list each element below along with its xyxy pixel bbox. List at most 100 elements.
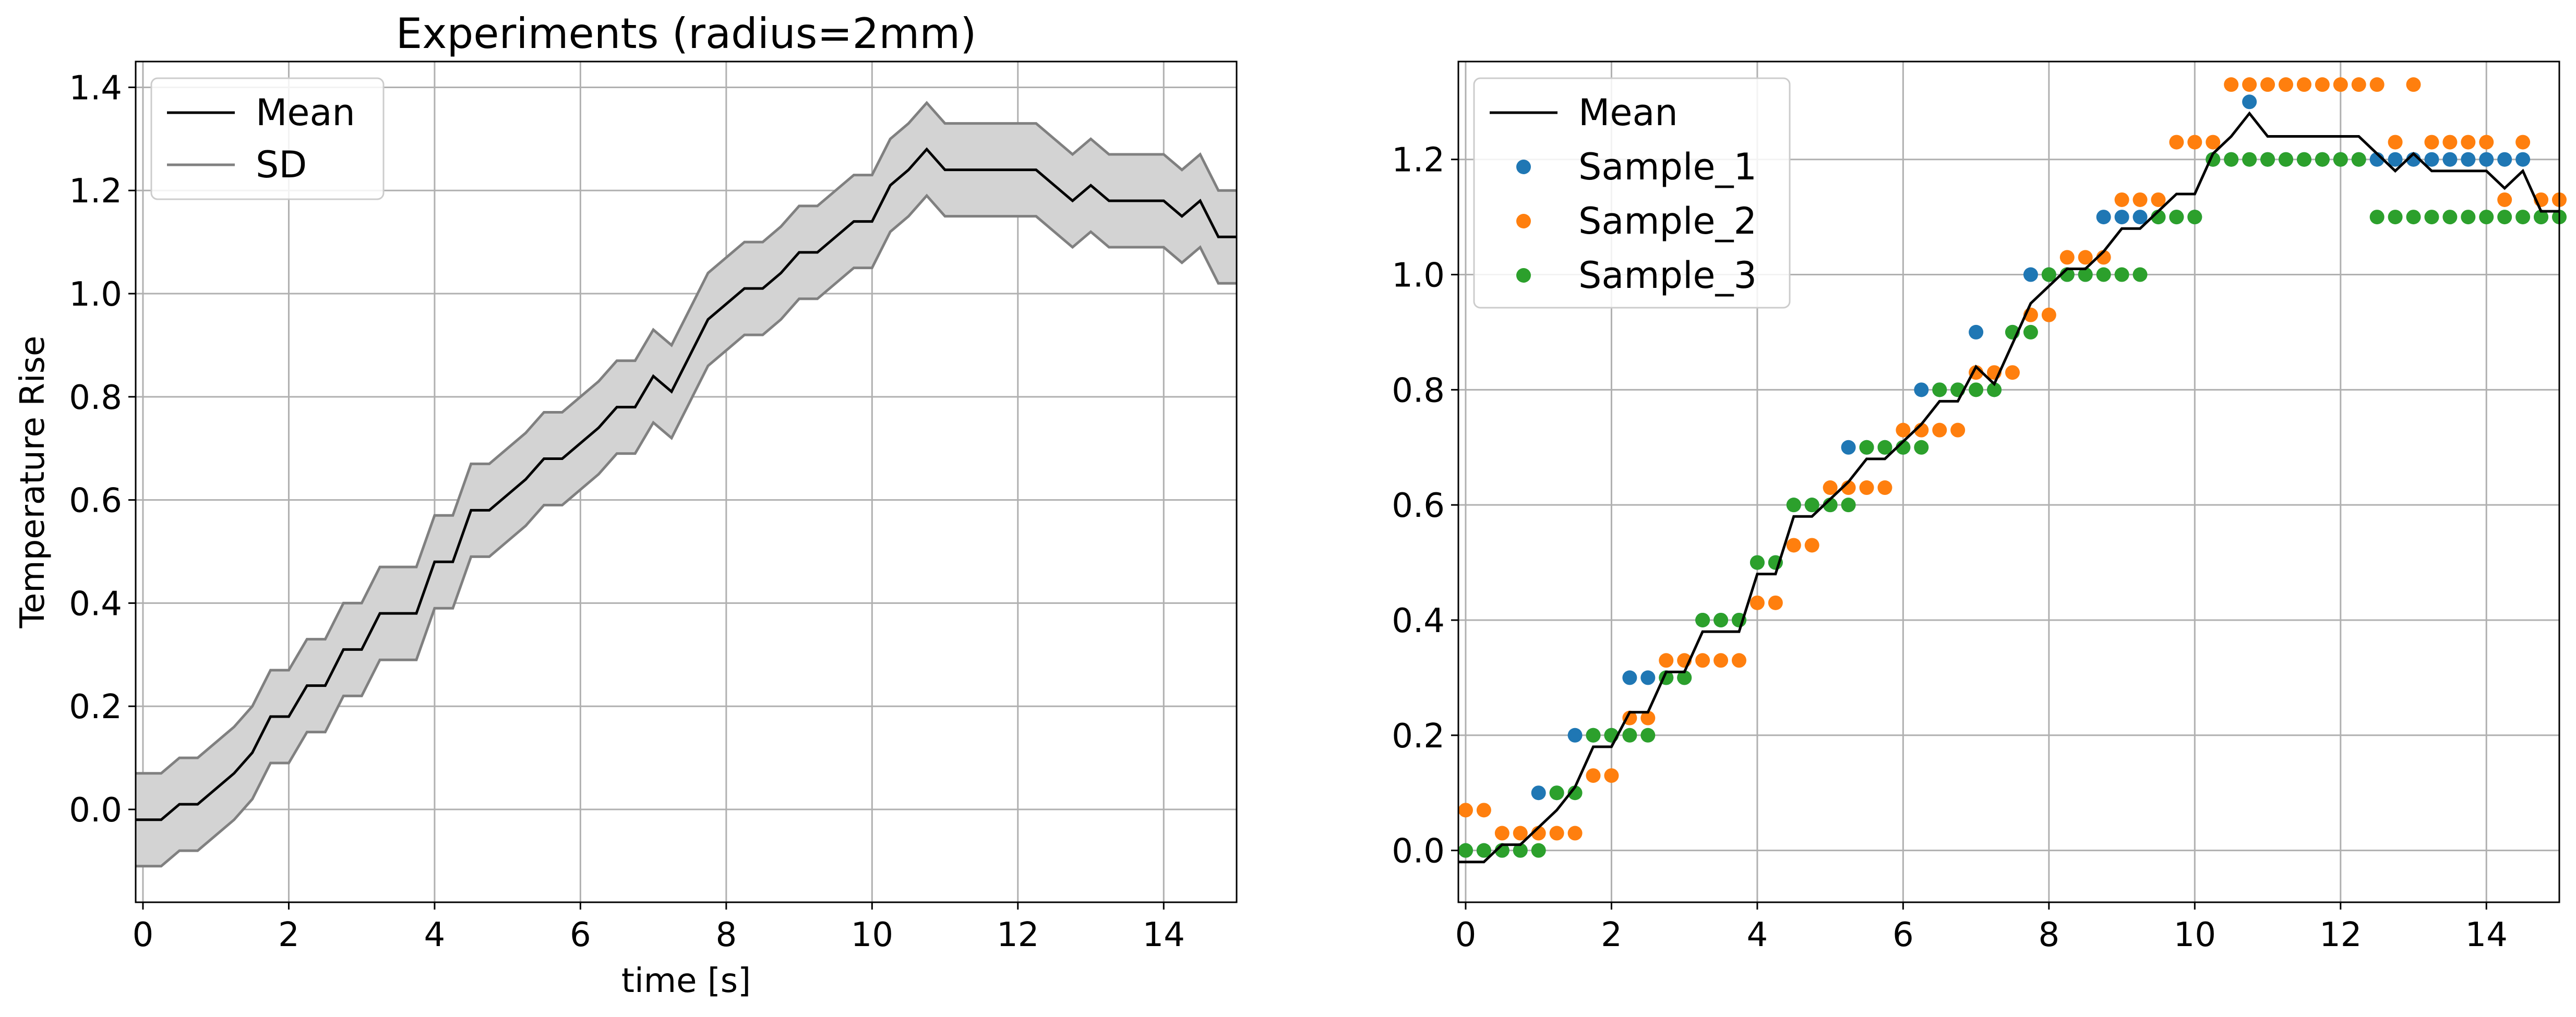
data-point [2315,152,2330,167]
chart-title: Experiments (radius=2mm) [396,9,977,58]
legend-item-sample_1: Sample_1 [1516,146,1757,188]
data-point [1877,480,1892,495]
data-point [2424,210,2439,225]
y-tick-label: 0.4 [69,585,122,623]
data-point [2187,210,2202,225]
data-point [2132,267,2148,282]
x-tick-label: 10 [851,916,893,954]
data-point [2461,135,2476,150]
plot-area [1458,77,2567,864]
x-tick-label: 2 [1601,916,1622,954]
data-point [1695,653,1710,668]
data-point [1914,440,1929,455]
data-point [1914,382,1929,397]
x-tick-label: 12 [997,916,1039,954]
data-point [2296,77,2311,92]
data-point [2534,210,2549,225]
y-tick-label: 1.2 [69,172,122,211]
data-point [1859,440,1874,455]
data-point [1932,382,1947,397]
legend-label: Sample_3 [1578,254,1757,297]
x-tick-label: 12 [2319,916,2362,954]
legend-marker [1516,214,1531,228]
plot-area [136,101,1237,868]
data-point [1567,728,1583,743]
data-point [1640,670,1656,685]
data-point [1476,803,1491,818]
y-tick-label: 0.0 [69,791,122,830]
x-tick-label: 4 [1747,916,1768,954]
sd-band [136,103,1237,866]
y-tick-label: 0.4 [1392,602,1445,640]
data-point [1932,422,1947,438]
data-point [1677,670,1692,685]
legend-item-sample_3: Sample_3 [1516,254,1757,297]
data-point [1567,785,1583,801]
legend-item-sample_2: Sample_2 [1516,200,1757,243]
data-point [1896,422,1911,438]
x-axis-label: time [s] [621,962,751,1000]
data-point [1604,768,1619,783]
sd-upper-line [136,101,1237,775]
sd-lower-line [136,193,1237,868]
data-point [1841,498,1856,513]
data-point [1586,728,1601,743]
y-tick-label: 0.2 [69,688,122,727]
data-point [2424,152,2439,167]
data-point [1750,595,1765,610]
data-point [2260,77,2275,92]
y-tick-label: 0.0 [1392,832,1445,871]
data-point [2515,152,2531,167]
data-point [2242,77,2257,92]
data-point [2515,135,2531,150]
data-point [2187,135,2202,150]
mean-line [1458,111,2559,864]
data-point [1494,826,1509,841]
data-point [2059,250,2075,265]
x-tick-label: 2 [278,916,299,954]
x-tick-label: 6 [1892,916,1914,954]
data-point [1969,324,1984,340]
data-point [1513,843,1528,858]
data-point [1458,843,1473,858]
data-point [2388,152,2403,167]
data-point [1969,382,1984,397]
x-tick-label: 4 [424,916,446,954]
data-point [2114,192,2129,207]
data-point [2224,152,2239,167]
data-point [2442,210,2458,225]
data-point [2461,152,2476,167]
data-point [2461,210,2476,225]
ticks: 0 2 4 6 8 10 12 14 0.0 0.2 0.4 0.6 0.8 1.0 1.2 [1392,141,2508,954]
data-point [1714,653,1729,668]
axes-frame [135,60,1238,903]
data-point [2260,152,2275,167]
data-point [2442,135,2458,150]
data-point [2479,152,2494,167]
data-point [1531,785,1546,801]
data-point [2151,192,2166,207]
data-point [2132,210,2148,225]
data-point [2206,135,2221,150]
data-point [2224,77,2239,92]
legend-item-sd: SD [167,143,307,186]
data-point [2479,135,2494,150]
data-point [2242,152,2257,167]
data-point [1695,612,1710,627]
data-point [2369,210,2385,225]
data-point [2497,152,2512,167]
x-tick-label: 8 [2038,916,2059,954]
series-sample_2 [1458,77,2567,841]
data-point [2169,135,2184,150]
data-point [1622,670,1637,685]
data-point [2078,267,2093,282]
data-point [1622,728,1637,743]
data-point [2406,210,2421,225]
legend-marker [1516,160,1531,174]
mean-line [136,147,1237,821]
data-point [1804,538,1819,553]
data-point [1531,843,1546,858]
data-point [2479,210,2494,225]
data-point [1731,653,1746,668]
